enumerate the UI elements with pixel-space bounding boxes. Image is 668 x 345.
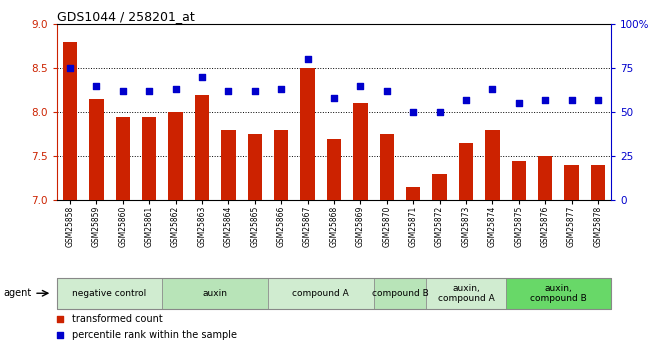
- Point: [91, 83, 102, 89]
- Bar: [63, 42, 77, 200]
- Text: compound A: compound A: [293, 289, 349, 298]
- Text: auxin,
compound A: auxin, compound A: [438, 284, 494, 303]
- Bar: [162, 278, 268, 309]
- Point: [593, 97, 603, 102]
- Bar: [248, 134, 262, 200]
- Bar: [116, 117, 130, 200]
- Bar: [538, 156, 552, 200]
- Point: [276, 87, 287, 92]
- Bar: [268, 278, 373, 309]
- Point: [408, 109, 419, 115]
- Point: [329, 95, 339, 101]
- Point: [566, 97, 577, 102]
- Point: [434, 109, 445, 115]
- Point: [355, 83, 366, 89]
- Bar: [564, 165, 579, 200]
- Text: agent: agent: [3, 288, 31, 298]
- Point: [118, 88, 128, 94]
- Text: auxin,
compound B: auxin, compound B: [530, 284, 587, 303]
- Bar: [221, 130, 236, 200]
- Point: [65, 66, 75, 71]
- Point: [248, 87, 259, 92]
- Point: [487, 87, 498, 92]
- Bar: [512, 160, 526, 200]
- Bar: [142, 117, 156, 200]
- Bar: [353, 104, 367, 200]
- Bar: [406, 187, 420, 200]
- Point: [381, 88, 392, 94]
- Text: GDS1044 / 258201_at: GDS1044 / 258201_at: [57, 10, 194, 23]
- Bar: [379, 134, 394, 200]
- Text: transformed count: transformed count: [72, 314, 162, 324]
- Text: percentile rank within the sample: percentile rank within the sample: [72, 330, 237, 340]
- Bar: [301, 68, 315, 200]
- Bar: [373, 278, 426, 309]
- Point: [540, 97, 550, 102]
- Bar: [168, 112, 183, 200]
- Text: negative control: negative control: [72, 289, 147, 298]
- Point: [249, 88, 260, 94]
- Point: [170, 87, 181, 92]
- Bar: [195, 95, 209, 200]
- Bar: [432, 174, 447, 200]
- Bar: [426, 278, 506, 309]
- Bar: [274, 130, 289, 200]
- Bar: [327, 139, 341, 200]
- Bar: [57, 278, 162, 309]
- Point: [223, 88, 234, 94]
- Point: [302, 57, 313, 62]
- Point: [248, 232, 259, 237]
- Text: auxin: auxin: [202, 289, 228, 298]
- Bar: [591, 165, 605, 200]
- Bar: [89, 99, 104, 200]
- Point: [196, 74, 207, 80]
- Bar: [485, 130, 500, 200]
- Point: [514, 101, 524, 106]
- Bar: [459, 143, 473, 200]
- Point: [461, 97, 472, 102]
- Text: compound B: compound B: [371, 289, 428, 298]
- Point: [144, 88, 154, 94]
- Bar: [506, 278, 611, 309]
